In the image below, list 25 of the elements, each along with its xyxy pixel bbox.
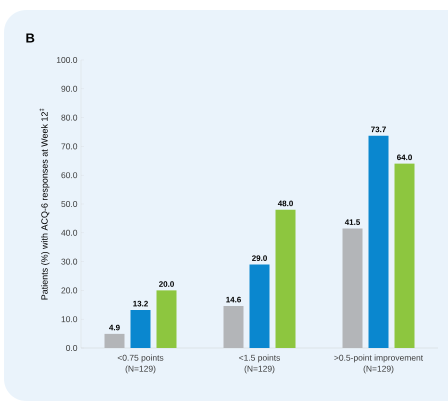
- bar: [130, 310, 151, 348]
- bar: [250, 264, 270, 348]
- bar: [394, 164, 415, 348]
- y-tick-label: 70.0: [61, 143, 78, 150]
- y-tick-label: 80.0: [61, 114, 78, 121]
- bar: [276, 210, 296, 348]
- bar: [368, 136, 389, 348]
- bar: [104, 334, 125, 348]
- chart-title: B: [26, 34, 34, 42]
- x-tick-label: <1.5 points (N=129): [239, 354, 280, 374]
- y-tick-label: 0.0: [66, 345, 78, 351]
- bar: [224, 306, 244, 348]
- y-tick-label: 40.0: [61, 230, 78, 236]
- y-tick-label: 50.0: [61, 201, 78, 207]
- y-tick-label: 90.0: [61, 86, 78, 92]
- y-tick-label: 60.0: [61, 172, 78, 178]
- x-tick-label: <0.75 points (N=129): [118, 354, 164, 374]
- y-tick-label: 10.0: [62, 316, 78, 322]
- y-tick-label: 20.0: [61, 287, 78, 294]
- y-tick-label: 100.0: [56, 57, 78, 63]
- bar: [342, 228, 363, 348]
- y-axis-title: Patients (%) with ACQ-6 responses at Week 12$^{‡}$: [39, 108, 50, 300]
- y-tick-label: 30.0: [61, 258, 78, 265]
- bar: [156, 290, 177, 348]
- x-tick-label: >0.5-point improvement (N=129): [334, 354, 424, 374]
